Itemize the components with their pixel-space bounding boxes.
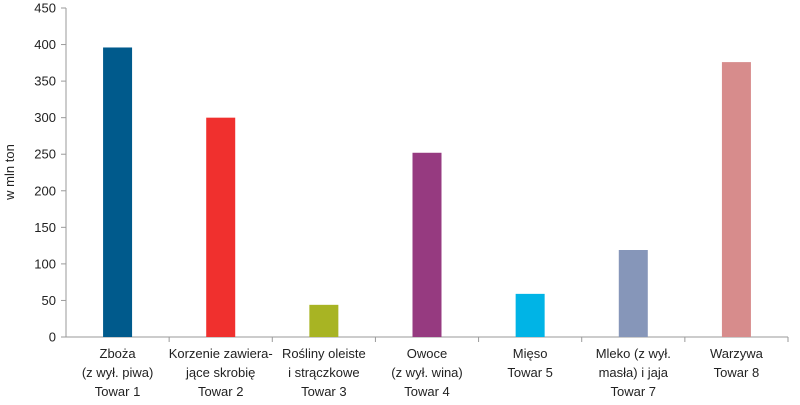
category-label-line: Korzenie zawiera- — [169, 346, 273, 361]
x-axis-category-labels: Zboża (z wył. piwa) Towar 1 Korzenie zawier… — [82, 346, 764, 399]
y-axis-ticks: 0 50 100 150 200 250 300 350 400 450 — [34, 1, 66, 345]
bar-6 — [618, 249, 648, 337]
bar-3 — [309, 304, 339, 337]
category-label-line: masła) i jaja — [599, 365, 669, 380]
y-tick-label: 300 — [34, 110, 56, 125]
category-label-line: (z wył. wina) — [391, 365, 463, 380]
y-tick-label: 250 — [34, 147, 56, 162]
y-tick-label: 100 — [34, 256, 56, 271]
y-axis-title: w mln ton — [2, 144, 17, 201]
bar-5 — [515, 293, 545, 337]
category-label-line: Towar 4 — [404, 384, 450, 399]
bar-2 — [206, 117, 236, 338]
category-label-line: (z wył. piwa) — [82, 365, 154, 380]
category-label-line: Towar 2 — [198, 384, 244, 399]
y-tick-label: 350 — [34, 74, 56, 89]
category-label-line: Towar 5 — [507, 365, 553, 380]
category-label-line: Mleko (z wył. — [596, 346, 671, 361]
y-tick-label: 400 — [34, 37, 56, 52]
category-label-6: Mleko (z wył. masła) i jaja Towar 7 — [596, 346, 671, 399]
category-label-3: Rośliny oleiste i strączkowe Towar 3 — [282, 346, 366, 399]
category-label-line: Mięso — [513, 346, 548, 361]
category-label-5: Mięso Towar 5 — [507, 346, 553, 380]
bar-1 — [103, 47, 133, 337]
bars-group — [103, 47, 789, 342]
category-label-line: Warzywa — [710, 346, 764, 361]
category-label-line: Rośliny oleiste — [282, 346, 366, 361]
category-label-line: Towar 8 — [714, 365, 760, 380]
y-tick-label: 450 — [34, 1, 56, 16]
y-axis-label: w mln ton — [2, 144, 17, 201]
category-label-7: Warzywa Towar 8 — [710, 346, 764, 380]
category-label-line: Towar 7 — [611, 384, 657, 399]
category-label-1: Zboża (z wył. piwa) Towar 1 — [82, 346, 154, 399]
category-label-line: Owoce — [407, 346, 447, 361]
y-tick-label: 150 — [34, 220, 56, 235]
bar-7 — [721, 62, 751, 337]
y-tick-label: 50 — [42, 293, 56, 308]
category-label-4: Owoce (z wył. wina) Towar 4 — [391, 346, 463, 399]
bar-4 — [412, 152, 442, 337]
category-label-line: jące skrobię — [185, 365, 255, 380]
category-label-2: Korzenie zawiera-jące skrobię Towar 2 — [169, 346, 273, 399]
category-label-line: Zboża — [100, 346, 137, 361]
y-tick-label: 200 — [34, 183, 56, 198]
y-tick-label: 0 — [49, 330, 56, 345]
category-label-line: Towar 3 — [301, 384, 347, 399]
category-label-line: Towar 1 — [95, 384, 141, 399]
category-label-line: i strączkowe — [288, 365, 360, 380]
